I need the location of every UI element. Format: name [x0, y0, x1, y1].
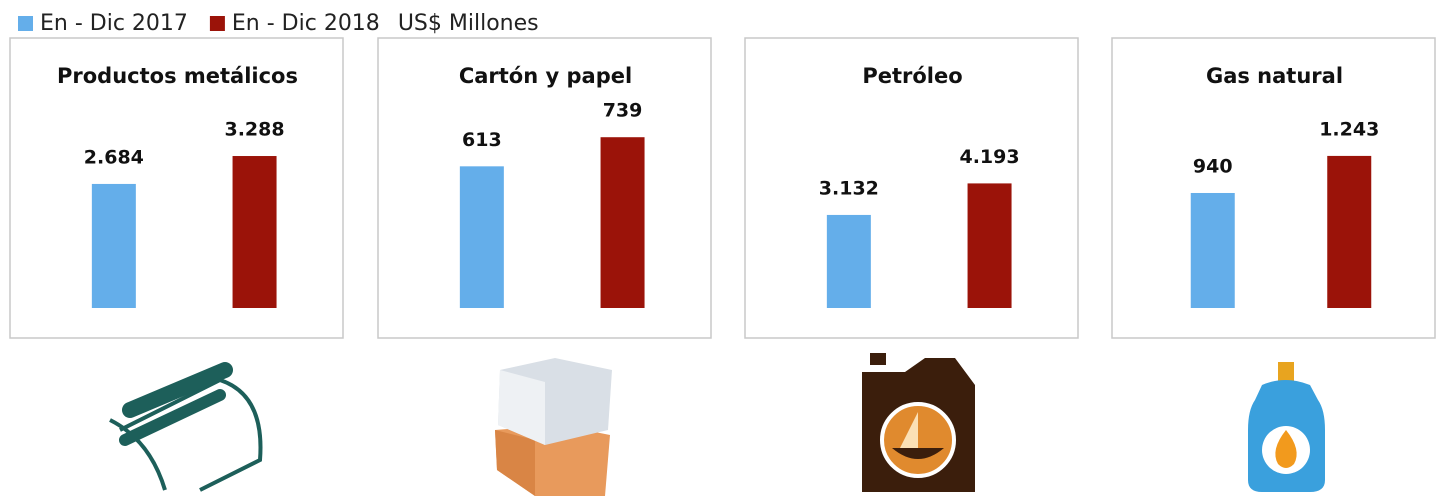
legend-swatch [210, 16, 225, 31]
panel-title: Productos metálicos [57, 64, 298, 88]
legend-label: En - Dic 2018 [232, 11, 380, 36]
legend-label: En - Dic 2017 [40, 11, 188, 36]
panel-title: Cartón y papel [459, 64, 632, 88]
bar [233, 156, 277, 308]
bar [92, 184, 136, 308]
bar [601, 137, 645, 308]
bar [968, 183, 1012, 308]
page: {"legend": [{"name": "En - Dic 2017", "c… [0, 0, 1437, 496]
unit-label: US$ Millones [398, 11, 539, 36]
gas-cylinder-icon [1248, 362, 1325, 492]
panel-title: Gas natural [1206, 64, 1343, 88]
value-label: 940 [1193, 155, 1233, 177]
metal-rolls-icon [110, 370, 261, 490]
value-label: 3.132 [819, 177, 879, 199]
bar [1327, 156, 1371, 308]
legend-swatch [18, 16, 33, 31]
value-label: 613 [462, 129, 502, 151]
oil-can-icon [862, 353, 975, 492]
panel-title: Petróleo [862, 64, 962, 88]
bar [1191, 193, 1235, 308]
value-label: 2.684 [84, 146, 144, 168]
value-label: 4.193 [959, 146, 1019, 168]
value-label: 1.243 [1319, 118, 1379, 140]
boxes-icon [495, 358, 612, 496]
value-label: 3.288 [224, 119, 284, 141]
value-label: 739 [603, 100, 643, 122]
bar [460, 166, 504, 308]
bar [827, 215, 871, 308]
chart: En - Dic 2017 En - Dic 2018 US$ Millones Pr… [0, 0, 1437, 496]
